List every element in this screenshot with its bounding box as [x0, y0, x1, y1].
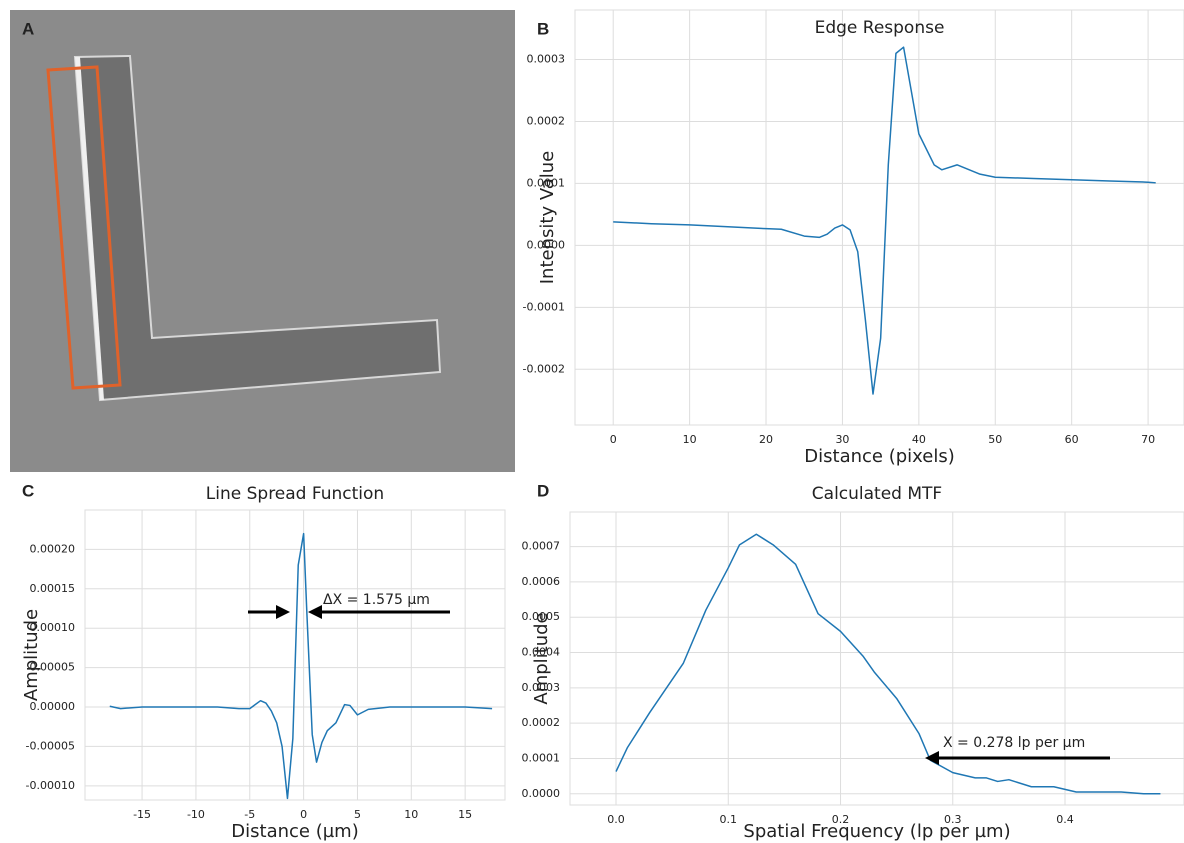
annotation: X = 0.278 lp per µm	[943, 735, 1085, 751]
y-axis-label: Amplitude	[531, 612, 552, 704]
x-tick-label: 0.0	[607, 813, 625, 826]
x-tick-label: -5	[244, 808, 255, 821]
y-axis-label: Intensity Value	[537, 151, 558, 285]
y-tick-label: 0.0001	[522, 751, 561, 764]
y-tick-label: 0.00015	[30, 582, 76, 595]
panel-label: A	[22, 19, 34, 38]
y-tick-label: 0.0006	[522, 575, 561, 588]
x-tick-label: -10	[187, 808, 205, 821]
plot-area	[575, 10, 1184, 425]
y-tick-label: 0.0000	[522, 787, 561, 800]
x-tick-label: 10	[683, 433, 697, 446]
panel-label: C	[22, 481, 34, 500]
x-tick-label: 15	[458, 808, 472, 821]
x-tick-label: 0.4	[1056, 813, 1074, 826]
x-tick-label: 30	[835, 433, 849, 446]
y-tick-label: 0.0007	[522, 540, 561, 553]
x-tick-label: 60	[1065, 433, 1079, 446]
x-tick-label: 0	[610, 433, 617, 446]
data-line	[110, 534, 492, 799]
annotation: ΔX = 1.575 µm	[323, 592, 430, 608]
y-tick-label: -0.00010	[26, 779, 75, 792]
data-line	[616, 534, 1160, 794]
x-axis-label: Distance (pixels)	[804, 446, 954, 467]
y-tick-label: -0.00005	[26, 739, 75, 752]
y-tick-label: 0.0003	[527, 53, 566, 66]
figure: A 010203040506070-0.0002-0.00010.00000.0…	[0, 0, 1184, 843]
chart-title: Calculated MTF	[812, 484, 942, 504]
x-tick-label: 5	[354, 808, 361, 821]
x-tick-label: 70	[1141, 433, 1155, 446]
plot-area	[570, 512, 1184, 805]
y-tick-label: -0.0002	[523, 362, 565, 375]
y-tick-label: 0.0002	[522, 716, 561, 729]
panel-a-image	[10, 10, 515, 472]
chart-title: Line Spread Function	[206, 484, 384, 504]
x-tick-label: -15	[133, 808, 151, 821]
arrow-head	[308, 605, 322, 619]
data-line	[613, 47, 1156, 394]
x-axis-label: Distance (µm)	[231, 821, 358, 842]
y-tick-label: 0.00020	[30, 542, 76, 555]
y-axis-label: Amplitude	[21, 609, 42, 701]
panel-label: B	[537, 19, 549, 38]
panel-label: D	[537, 481, 549, 500]
y-tick-label: -0.0001	[523, 300, 565, 313]
arrow-head	[276, 605, 290, 619]
x-tick-label: 10	[404, 808, 418, 821]
x-axis-label: Spatial Frequency (lp per µm)	[743, 821, 1010, 842]
x-tick-label: 0.1	[720, 813, 738, 826]
chart-title: Edge Response	[815, 18, 945, 38]
y-tick-label: 0.0002	[527, 114, 566, 127]
x-tick-label: 20	[759, 433, 773, 446]
x-tick-label: 40	[912, 433, 926, 446]
x-tick-label: 0	[300, 808, 307, 821]
x-tick-label: 50	[988, 433, 1002, 446]
